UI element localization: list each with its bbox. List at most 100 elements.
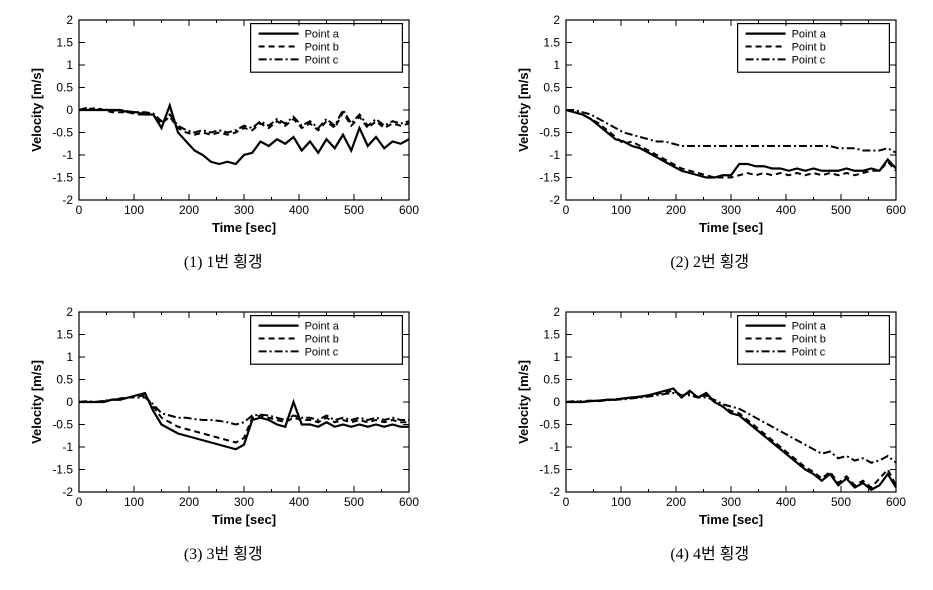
series-line <box>566 389 896 490</box>
y-tick-label: 0 <box>67 395 74 409</box>
chart-wrap: 0100200300400500600-2-1.5-1-0.500.511.52… <box>510 10 910 240</box>
x-tick-label: 300 <box>721 495 741 509</box>
legend-label: Point a <box>305 29 340 41</box>
legend-label: Point a <box>791 29 826 41</box>
y-tick-label: -2 <box>549 193 560 207</box>
y-tick-label: -0.5 <box>53 126 74 140</box>
y-tick-label: 1 <box>553 58 560 72</box>
x-tick-label: 600 <box>399 203 419 217</box>
y-tick-label: 1 <box>553 350 560 364</box>
x-tick-label: 600 <box>399 495 419 509</box>
x-tick-label: 400 <box>289 203 309 217</box>
y-axis-title: Velocity [m/s] <box>29 68 44 152</box>
series-line <box>79 393 409 449</box>
y-tick-label: 2 <box>553 305 560 319</box>
x-tick-label: 300 <box>234 495 254 509</box>
y-tick-label: -1 <box>549 440 560 454</box>
legend-label: Point b <box>305 333 339 345</box>
legend-label: Point c <box>791 54 825 66</box>
y-tick-label: 1 <box>67 350 74 364</box>
y-tick-label: 0 <box>553 103 560 117</box>
y-tick-label: -1.5 <box>53 463 74 477</box>
y-tick-label: -2 <box>549 485 560 499</box>
y-axis-title: Velocity [m/s] <box>516 68 531 152</box>
y-tick-label: 2 <box>67 13 74 27</box>
chart-panel: 0100200300400500600-2-1.5-1-0.500.511.52… <box>23 10 423 240</box>
chart-grid: 0100200300400500600-2-1.5-1-0.500.511.52… <box>10 10 923 564</box>
panel-caption: (4) 4번 횡갱 <box>670 540 749 564</box>
series-line <box>566 110 896 178</box>
y-tick-label: 1.5 <box>543 36 560 50</box>
y-tick-label: 0.5 <box>57 373 74 387</box>
y-tick-label: 1.5 <box>543 328 560 342</box>
y-tick-label: -0.5 <box>53 418 74 432</box>
series-line <box>79 398 409 425</box>
legend-label: Point b <box>791 333 825 345</box>
x-tick-label: 500 <box>831 203 851 217</box>
x-axis-title: Time [sec] <box>699 512 763 527</box>
y-tick-label: -1 <box>549 148 560 162</box>
y-axis-title: Velocity [m/s] <box>29 360 44 444</box>
x-tick-label: 0 <box>562 203 569 217</box>
series-line <box>566 391 896 488</box>
x-tick-label: 100 <box>124 203 144 217</box>
x-tick-label: 600 <box>886 203 906 217</box>
y-tick-label: -1 <box>63 440 74 454</box>
legend-label: Point a <box>791 321 826 333</box>
y-tick-label: 0.5 <box>57 81 74 95</box>
y-tick-label: 1.5 <box>57 328 74 342</box>
x-tick-label: 400 <box>776 495 796 509</box>
x-tick-label: 200 <box>666 495 686 509</box>
series-line <box>566 393 896 463</box>
y-tick-label: 1.5 <box>57 36 74 50</box>
x-tick-label: 500 <box>344 495 364 509</box>
chart-wrap: 0100200300400500600-2-1.5-1-0.500.511.52… <box>23 10 423 240</box>
panel-caption: (2) 2번 횡갱 <box>670 248 749 272</box>
x-tick-label: 300 <box>721 203 741 217</box>
chart-wrap: 0100200300400500600-2-1.5-1-0.500.511.52… <box>23 302 423 532</box>
chart-panel: 0100200300400500600-2-1.5-1-0.500.511.52… <box>510 10 910 240</box>
x-tick-label: 0 <box>76 495 83 509</box>
x-axis-title: Time [sec] <box>212 220 276 235</box>
y-tick-label: -0.5 <box>539 418 560 432</box>
x-tick-label: 600 <box>886 495 906 509</box>
x-tick-label: 0 <box>76 203 83 217</box>
y-tick-label: 0 <box>553 395 560 409</box>
legend-label: Point c <box>791 346 825 358</box>
y-tick-label: 0 <box>67 103 74 117</box>
y-tick-label: 0.5 <box>543 373 560 387</box>
y-tick-label: 2 <box>553 13 560 27</box>
legend-label: Point a <box>305 321 340 333</box>
panel: 0100200300400500600-2-1.5-1-0.500.511.52… <box>497 302 924 564</box>
x-tick-label: 200 <box>666 203 686 217</box>
x-tick-label: 500 <box>831 495 851 509</box>
x-tick-label: 300 <box>234 203 254 217</box>
x-tick-label: 400 <box>776 203 796 217</box>
legend-label: Point b <box>791 41 825 53</box>
x-tick-label: 200 <box>179 495 199 509</box>
x-tick-label: 500 <box>344 203 364 217</box>
x-tick-label: 0 <box>562 495 569 509</box>
panel-caption: (3) 3번 횡갱 <box>184 540 263 564</box>
x-tick-label: 100 <box>124 495 144 509</box>
chart-panel: 0100200300400500600-2-1.5-1-0.500.511.52… <box>510 302 910 532</box>
y-tick-label: -1.5 <box>53 171 74 185</box>
x-axis-title: Time [sec] <box>699 220 763 235</box>
y-tick-label: -0.5 <box>539 126 560 140</box>
y-tick-label: -2 <box>63 485 74 499</box>
y-tick-label: 1 <box>67 58 74 72</box>
legend-label: Point c <box>305 54 339 66</box>
series-line <box>79 395 409 442</box>
series-line <box>566 110 896 153</box>
legend-label: Point b <box>305 41 339 53</box>
panel: 0100200300400500600-2-1.5-1-0.500.511.52… <box>10 302 437 564</box>
panel: 0100200300400500600-2-1.5-1-0.500.511.52… <box>497 10 924 272</box>
y-tick-label: -1.5 <box>539 463 560 477</box>
x-tick-label: 400 <box>289 495 309 509</box>
panel: 0100200300400500600-2-1.5-1-0.500.511.52… <box>10 10 437 272</box>
y-axis-title: Velocity [m/s] <box>516 360 531 444</box>
chart-wrap: 0100200300400500600-2-1.5-1-0.500.511.52… <box>510 302 910 532</box>
chart-panel: 0100200300400500600-2-1.5-1-0.500.511.52… <box>23 302 423 532</box>
y-tick-label: -1 <box>63 148 74 162</box>
x-tick-label: 200 <box>179 203 199 217</box>
